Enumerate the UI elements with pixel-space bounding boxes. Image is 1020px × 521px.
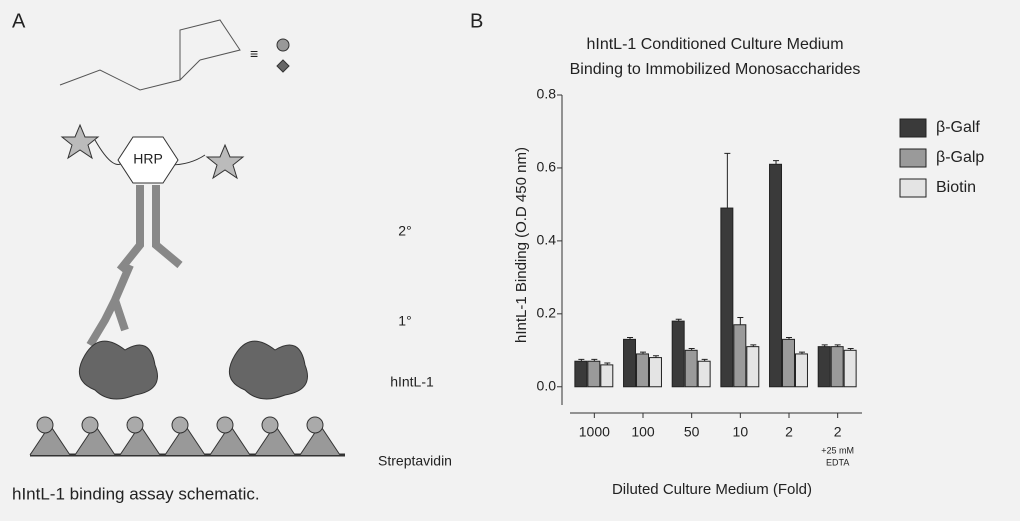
svg-text:≡: ≡ [250,46,258,62]
error-bar [724,152,731,209]
error-bar [675,318,682,322]
error-bar [688,347,695,351]
error-bar [591,358,598,362]
label-primary: 1° [398,313,411,329]
panel-letter: A [12,10,26,32]
hrp-label: HRP [133,151,163,167]
x-tick-label: 1000 [579,424,610,440]
error-bar [627,337,634,340]
label-surface: Streptavidin [378,453,452,469]
x-tick-label: 2 [785,424,793,440]
error-bar [652,355,659,358]
bar [684,349,698,388]
bar [733,324,747,388]
panel-letter: B [470,10,483,32]
bar [623,338,637,388]
chart-title: hIntL-1 Conditioned Culture Medium [586,36,843,53]
error-bar [604,362,611,365]
bar [720,207,734,388]
y-tick-label: 0.8 [537,86,557,102]
legend-label: Biotin [936,179,976,196]
error-bar [750,344,757,347]
y-axis-label: hIntL-1 Binding (O.D 450 nm) [513,147,530,343]
bar [671,320,685,388]
bar [794,353,808,388]
error-bar [578,358,585,362]
legend-label: β-Galf [936,119,980,136]
bar [574,360,588,388]
legend-swatch [899,118,927,138]
schematic: A ≡ HRP 2° 1° hIntL-1 Streptavidin hIntL… [12,10,452,503]
bar [587,360,601,388]
error-bar [773,160,780,165]
legend-swatch [899,178,927,198]
error-bar [737,316,744,325]
bar [600,364,614,388]
label-protein: hIntL-1 [390,374,434,390]
y-tick-label: 0.2 [537,305,557,321]
x-tick-label: 100 [631,424,655,440]
bar [769,163,783,388]
bar [648,357,662,388]
error-bar [701,358,708,362]
label-secondary: 2° [398,223,411,239]
x-axis-label: Diluted Culture Medium (Fold) [612,481,812,498]
y-tick-label: 0.0 [537,377,557,393]
legend-label: β-Galp [936,149,984,166]
caption: hIntL-1 binding assay schematic. [12,484,260,503]
error-bar [821,344,828,347]
bar [843,349,857,388]
bar [636,353,649,388]
annotation: +25 mM [821,445,854,455]
y-tick-label: 0.6 [537,159,557,175]
bar [830,346,844,388]
error-bar [798,351,805,354]
bar [697,360,711,388]
bar [746,346,760,388]
error-bar [847,347,854,351]
error-bar [834,344,841,347]
y-tick-label: 0.4 [537,232,557,248]
chart-subtitle: Binding to Immobilized Monosaccharides [570,61,861,78]
bar [782,338,795,388]
x-tick-label: 2 [834,424,842,440]
legend-swatch [899,148,927,168]
bar [817,346,831,388]
error-bar [640,351,646,354]
x-tick-label: 50 [684,424,700,440]
error-bar [786,337,792,340]
x-tick-label: 10 [733,424,749,440]
annotation: EDTA [826,457,849,467]
